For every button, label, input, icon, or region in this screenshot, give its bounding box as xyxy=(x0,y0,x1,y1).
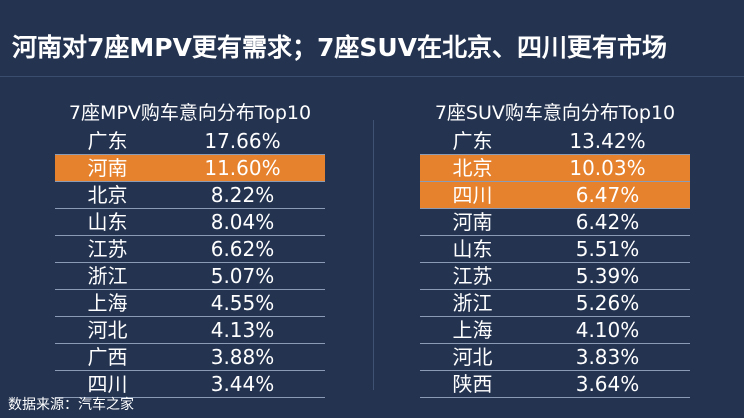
mpv-value-cell: 8.04% xyxy=(160,208,325,236)
suv-table-row: 江苏 5.39% xyxy=(420,262,690,290)
suv-value-cell: 13.42% xyxy=(525,128,690,155)
suv-table-row: 四川 6.47% xyxy=(420,181,690,209)
suv-table-row: 山东 5.51% xyxy=(420,235,690,263)
suv-value-cell: 5.26% xyxy=(525,289,690,317)
suv-value-cell: 6.42% xyxy=(525,208,690,236)
suv-region-cell: 河北 xyxy=(420,343,525,371)
suv-table-body: 广东 13.42% 北京 10.03% 四川 6.47% 河南 6.42% 山东 5.51% 江苏 5… xyxy=(420,128,690,398)
mpv-region-cell: 上海 xyxy=(55,289,160,317)
mpv-value-cell: 5.07% xyxy=(160,262,325,290)
page-title: 河南对7座MPV更有需求；7座SUV在北京、四川更有市场 xyxy=(12,33,667,62)
mpv-table-body: 广东 17.66% 河南 11.60% 北京 8.22% 山东 8.04% 江苏 6.62% 浙江 5… xyxy=(55,128,325,398)
mpv-value-cell: 4.55% xyxy=(160,289,325,317)
suv-value-cell: 3.64% xyxy=(525,370,690,398)
suv-table-row: 陕西 3.64% xyxy=(420,370,690,398)
suv-table-row: 广东 13.42% xyxy=(420,128,690,155)
mpv-table-panel: 7座MPV购车意向分布Top10 广东 17.66% 河南 11.60% 北京 8.22%… xyxy=(55,101,325,398)
mpv-value-cell: 11.60% xyxy=(160,154,325,182)
mpv-region-cell: 河南 xyxy=(55,154,160,182)
mpv-table-row: 北京 8.22% xyxy=(55,181,325,209)
suv-table: 广东 13.42% 北京 10.03% 四川 6.47% 河南 6.42% 山东 5.51% 江苏 5… xyxy=(420,128,690,398)
mpv-region-cell: 四川 xyxy=(55,370,160,398)
suv-value-cell: 5.39% xyxy=(525,262,690,290)
mpv-value-cell: 3.44% xyxy=(160,370,325,398)
suv-value-cell: 4.10% xyxy=(525,316,690,344)
suv-region-cell: 广东 xyxy=(420,128,525,155)
mpv-table-row: 河北 4.13% xyxy=(55,316,325,344)
suv-value-cell: 10.03% xyxy=(525,154,690,182)
suv-value-cell: 3.83% xyxy=(525,343,690,371)
mpv-value-cell: 8.22% xyxy=(160,181,325,209)
mpv-table-row: 广东 17.66% xyxy=(55,128,325,155)
suv-region-cell: 陕西 xyxy=(420,370,525,398)
mpv-region-cell: 广西 xyxy=(55,343,160,371)
mpv-value-cell: 4.13% xyxy=(160,316,325,344)
mpv-table-row: 浙江 5.07% xyxy=(55,262,325,290)
mpv-table-row: 上海 4.55% xyxy=(55,289,325,317)
suv-table-title: 7座SUV购车意向分布Top10 xyxy=(434,102,676,124)
suv-table-panel: 7座SUV购车意向分布Top10 广东 13.42% 北京 10.03% 四川 6.47%… xyxy=(420,101,690,398)
suv-region-cell: 山东 xyxy=(420,235,525,263)
suv-value-cell: 6.47% xyxy=(525,181,690,209)
suv-value-cell: 5.51% xyxy=(525,235,690,263)
mpv-table-row: 山东 8.04% xyxy=(55,208,325,236)
suv-region-cell: 江苏 xyxy=(420,262,525,290)
suv-region-cell: 浙江 xyxy=(420,289,525,317)
mpv-table-row: 广西 3.88% xyxy=(55,343,325,371)
suv-table-row: 北京 10.03% xyxy=(420,154,690,182)
mpv-table-title: 7座MPV购车意向分布Top10 xyxy=(68,102,312,124)
suv-region-cell: 上海 xyxy=(420,316,525,344)
mpv-region-cell: 广东 xyxy=(55,128,160,155)
mpv-region-cell: 浙江 xyxy=(55,262,160,290)
vertical-divider xyxy=(373,120,374,390)
mpv-value-cell: 3.88% xyxy=(160,343,325,371)
mpv-value-cell: 17.66% xyxy=(160,128,325,155)
mpv-value-cell: 6.62% xyxy=(160,235,325,263)
suv-table-row: 河北 3.83% xyxy=(420,343,690,371)
suv-table-row: 浙江 5.26% xyxy=(420,289,690,317)
title-divider xyxy=(0,76,744,77)
mpv-table-row: 江苏 6.62% xyxy=(55,235,325,263)
suv-table-row: 上海 4.10% xyxy=(420,316,690,344)
suv-region-cell: 北京 xyxy=(420,154,525,182)
mpv-region-cell: 北京 xyxy=(55,181,160,209)
suv-table-row: 河南 6.42% xyxy=(420,208,690,236)
data-source-note: 数据来源：汽车之家 xyxy=(8,397,134,413)
mpv-region-cell: 山东 xyxy=(55,208,160,236)
mpv-table-row: 四川 3.44% xyxy=(55,370,325,398)
suv-region-cell: 河南 xyxy=(420,208,525,236)
mpv-table: 广东 17.66% 河南 11.60% 北京 8.22% 山东 8.04% 江苏 6.62% 浙江 5… xyxy=(55,128,325,398)
suv-region-cell: 四川 xyxy=(420,181,525,209)
mpv-region-cell: 河北 xyxy=(55,316,160,344)
mpv-table-row: 河南 11.60% xyxy=(55,154,325,182)
mpv-region-cell: 江苏 xyxy=(55,235,160,263)
